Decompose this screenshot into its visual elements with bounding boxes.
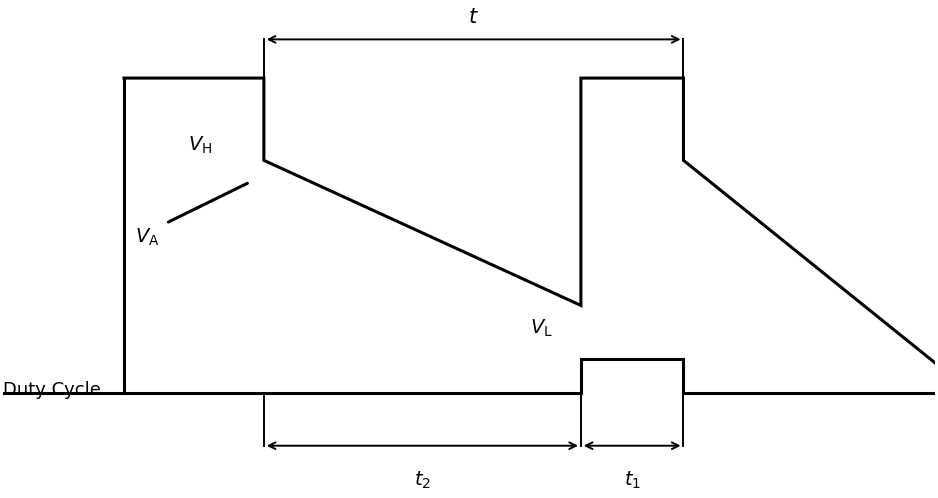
Text: Duty Cycle: Duty Cycle: [3, 381, 100, 399]
Text: $V_\mathsf{L}$: $V_\mathsf{L}$: [530, 318, 552, 339]
Text: $t$: $t$: [468, 7, 479, 27]
Text: $V_\mathsf{H}$: $V_\mathsf{H}$: [189, 135, 213, 156]
Text: $V_\mathsf{A}$: $V_\mathsf{A}$: [135, 227, 159, 249]
Text: $t_2$: $t_2$: [414, 470, 431, 491]
Text: $t_1$: $t_1$: [624, 470, 641, 491]
